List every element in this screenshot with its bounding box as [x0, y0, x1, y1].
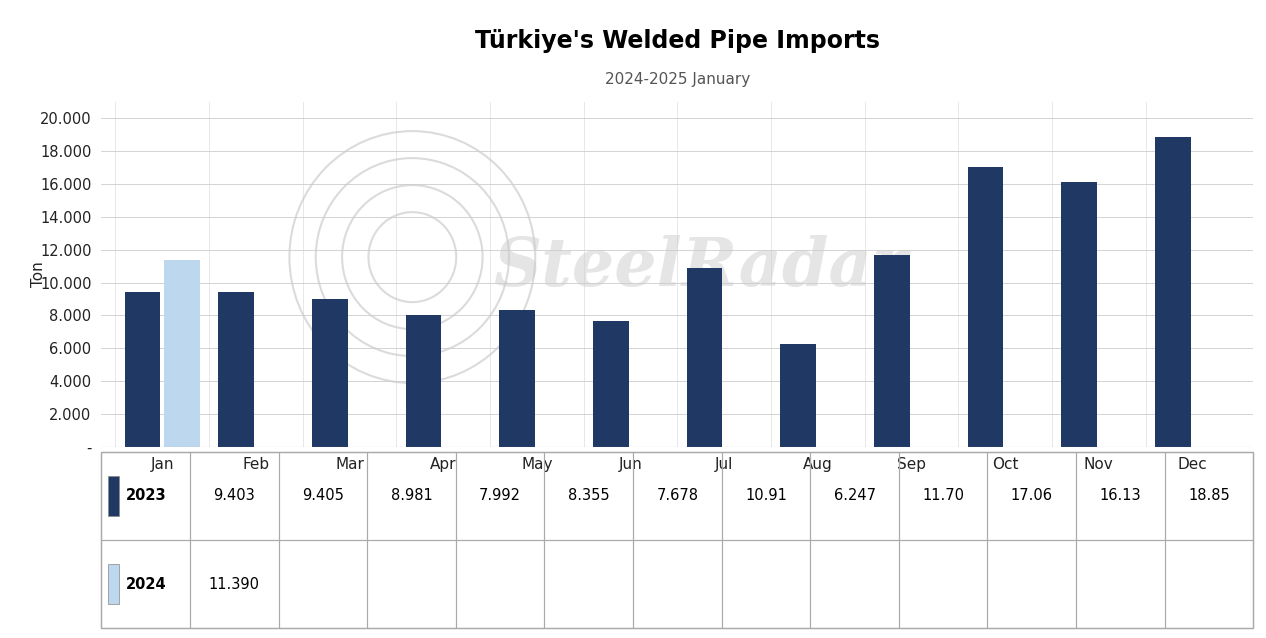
Bar [499, 309, 536, 447]
Text: 2024-2025 January: 2024-2025 January [605, 72, 749, 87]
Text: 16.13: 16.13 [1100, 488, 1141, 503]
Bar [311, 299, 348, 447]
Text: 6.247: 6.247 [833, 488, 876, 503]
Bar [592, 321, 629, 447]
Text: 18.85: 18.85 [1189, 488, 1229, 503]
Bar [124, 292, 161, 447]
Text: 7.992: 7.992 [479, 488, 522, 503]
Text: 8.355: 8.355 [568, 488, 609, 503]
Bar [1061, 182, 1096, 447]
Text: 2024: 2024 [127, 577, 167, 592]
Text: 11.70: 11.70 [922, 488, 965, 503]
Y-axis label: Ton: Ton [30, 262, 46, 287]
Bar [218, 292, 254, 447]
Text: 9.405: 9.405 [301, 488, 344, 503]
Text: SteelRadar: SteelRadar [494, 235, 908, 300]
Text: Türkiye's Welded Pipe Imports: Türkiye's Welded Pipe Imports [475, 29, 880, 54]
Bar [780, 344, 815, 447]
Text: 8.981: 8.981 [391, 488, 432, 503]
Bar [686, 267, 723, 447]
Text: 10.91: 10.91 [744, 488, 787, 503]
Text: 9.403: 9.403 [214, 488, 254, 503]
Bar [405, 315, 442, 447]
Bar [874, 255, 909, 447]
Bar [967, 167, 1003, 447]
Text: 17.06: 17.06 [1010, 488, 1053, 503]
Bar [1155, 137, 1190, 447]
Bar [165, 260, 200, 447]
Text: 2023: 2023 [127, 488, 167, 503]
Text: 11.390: 11.390 [209, 577, 260, 592]
Text: 7.678: 7.678 [656, 488, 699, 503]
